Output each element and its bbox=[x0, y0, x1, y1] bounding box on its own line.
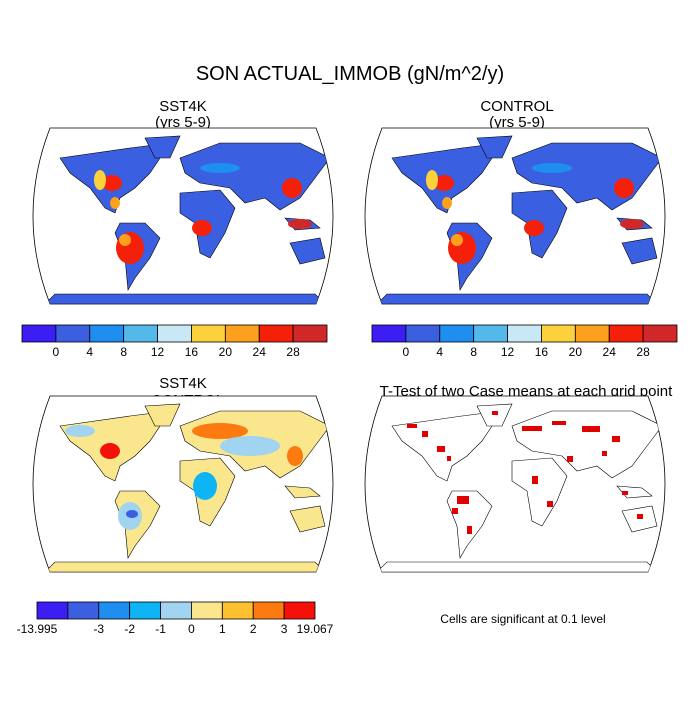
colorbar-label: 0 bbox=[403, 345, 410, 359]
color-box bbox=[608, 324, 644, 343]
colorbar-label: -3 bbox=[93, 622, 104, 636]
color-box bbox=[157, 324, 192, 343]
anomalies bbox=[65, 423, 303, 530]
panel-title: SST4K bbox=[159, 98, 207, 115]
colorbar-label: 0 bbox=[188, 622, 195, 636]
color-box bbox=[371, 324, 407, 343]
color-box bbox=[160, 601, 192, 620]
color-box bbox=[292, 324, 328, 343]
color-box bbox=[129, 601, 161, 620]
color-box bbox=[55, 324, 91, 343]
map bbox=[32, 395, 334, 573]
hotspots bbox=[94, 163, 312, 264]
color-box bbox=[439, 324, 475, 343]
colorbar-label: 16 bbox=[535, 345, 549, 359]
colorbar-label: 16 bbox=[185, 345, 199, 359]
colorbar-label: 12 bbox=[501, 345, 515, 359]
color-box bbox=[67, 601, 100, 620]
color-box bbox=[283, 601, 316, 620]
map bbox=[364, 127, 666, 305]
colorbar-label: 1 bbox=[219, 622, 226, 636]
color-box bbox=[224, 324, 260, 343]
colorbar-label: 28 bbox=[286, 345, 300, 359]
color-box bbox=[123, 324, 158, 343]
colorbars: 0 4 8 12 16 20 24 28 0 4 8 12 16 20 24 28-13.995 -3 -2 -1 0… bbox=[17, 324, 678, 636]
colorbar-label: 20 bbox=[569, 345, 583, 359]
panel-subtitle: (yrs 5-9) bbox=[489, 114, 545, 131]
colorbar-label: 2 bbox=[250, 622, 257, 636]
color-box bbox=[21, 324, 57, 343]
color-box bbox=[473, 324, 508, 343]
color-box bbox=[541, 324, 576, 343]
colorbar-label: 28 bbox=[636, 345, 650, 359]
colorbar-label: 3 bbox=[281, 622, 288, 636]
color-box bbox=[191, 601, 223, 620]
color-box bbox=[98, 601, 131, 620]
color-box bbox=[574, 324, 610, 343]
color-box bbox=[89, 324, 125, 343]
map bbox=[32, 127, 334, 305]
colorbar-label: -1 bbox=[155, 622, 166, 636]
figure-title: SON ACTUAL_IMMOB (gN/m^2/y) bbox=[196, 63, 504, 85]
color-box bbox=[405, 324, 441, 343]
panel-subtitle: (yrs 5-9) bbox=[155, 114, 211, 131]
panel-title: CONTROL bbox=[480, 98, 553, 115]
map bbox=[364, 395, 666, 573]
color-box bbox=[507, 324, 542, 343]
colorbar-label: 12 bbox=[151, 345, 165, 359]
color-box bbox=[252, 601, 285, 620]
colorbar-label: 8 bbox=[470, 345, 477, 359]
colorbar-label: 8 bbox=[120, 345, 127, 359]
panel-note: Cells are significant at 0.1 level bbox=[440, 612, 605, 626]
colorbar-label: 0 bbox=[53, 345, 60, 359]
color-box bbox=[221, 601, 254, 620]
color-box bbox=[36, 601, 69, 620]
colorbar-label: 4 bbox=[436, 345, 443, 359]
color-box bbox=[258, 324, 294, 343]
panel-title: SST4K bbox=[159, 375, 207, 392]
colorbar-label: 4 bbox=[86, 345, 93, 359]
colorbar-label: 24 bbox=[603, 345, 617, 359]
colorbar-label: 24 bbox=[253, 345, 267, 359]
color-box bbox=[191, 324, 226, 343]
colorbar-label: 19.067 bbox=[297, 622, 334, 636]
colorbar-label: -2 bbox=[124, 622, 135, 636]
hotspots bbox=[426, 163, 644, 264]
colorbar-label: -13.995 bbox=[17, 622, 58, 636]
colorbar-label: 20 bbox=[219, 345, 233, 359]
significant-cells bbox=[407, 411, 643, 534]
color-box bbox=[642, 324, 678, 343]
